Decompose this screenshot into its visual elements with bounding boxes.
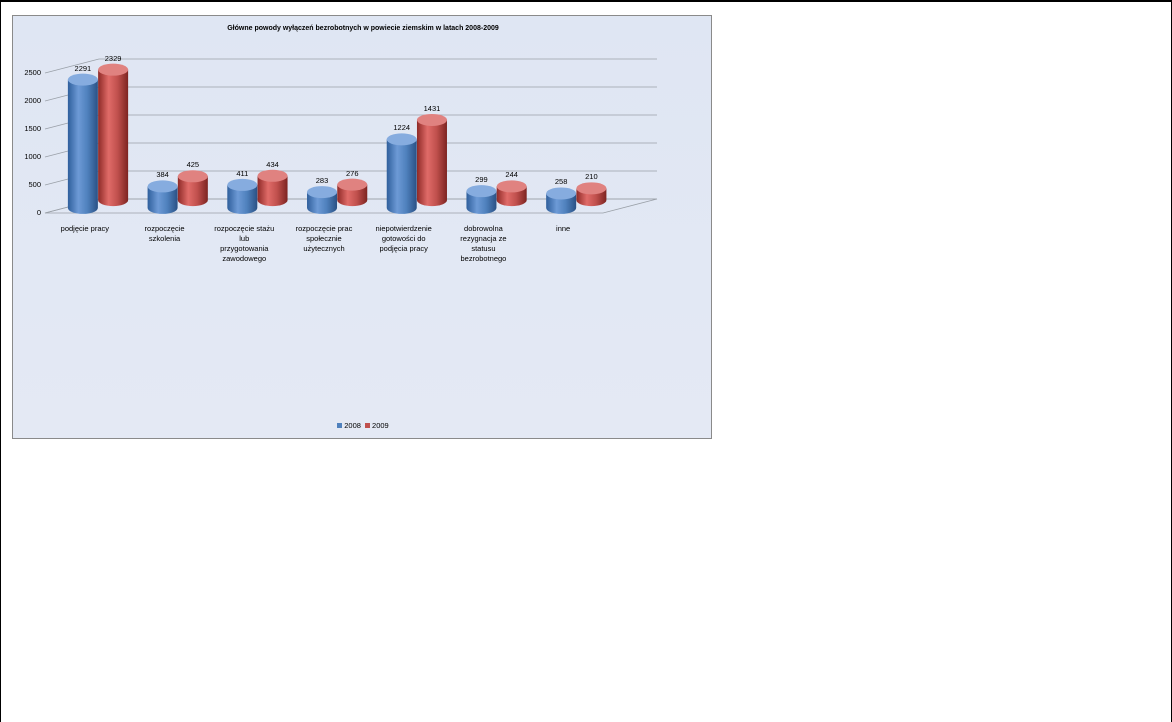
bar-2008 xyxy=(227,184,258,214)
data-label-2009: 210 xyxy=(585,172,598,182)
y-tick-label: 500 xyxy=(28,180,41,189)
data-label-2009: 2329 xyxy=(104,53,122,63)
bar-top-2009 xyxy=(416,113,447,126)
bar-2009 xyxy=(98,69,129,207)
y-tick-label: 0 xyxy=(36,208,41,217)
bar-2009 xyxy=(177,176,208,207)
bar-top-2008 xyxy=(67,73,98,86)
bar-2008 xyxy=(67,79,98,214)
legend-item-2009: 2009 xyxy=(365,421,389,430)
category-label: dobrowolna rezygnacja ze statusu bezrobo… xyxy=(460,224,507,263)
gridline xyxy=(44,86,657,102)
legend: 2008 2009 xyxy=(13,421,713,430)
bar-top-2008 xyxy=(466,185,497,198)
y-tick-label: 1500 xyxy=(24,124,41,133)
data-label-2009: 244 xyxy=(505,170,518,180)
bar-top-2009 xyxy=(576,182,607,195)
data-label-2008: 299 xyxy=(475,175,488,185)
legend-swatch-2009 xyxy=(365,423,371,428)
chart-title: Główne powody wyłączeń bezrobotnych w po… xyxy=(227,25,499,32)
bar-top-2008 xyxy=(546,187,577,200)
y-tick-label: 2000 xyxy=(24,96,41,105)
data-label-2008: 411 xyxy=(236,168,249,178)
data-label-2009: 276 xyxy=(345,168,359,178)
data-label-2008: 1224 xyxy=(393,123,411,133)
category-label: rozpoczęcie prac społecznie użytecznych xyxy=(295,224,353,253)
bar-top-2008 xyxy=(227,178,258,191)
data-label-2009: 425 xyxy=(186,160,200,170)
bar-2009 xyxy=(257,175,288,207)
bar-2008 xyxy=(466,191,497,214)
bar-2008 xyxy=(307,192,338,214)
category-label: inne xyxy=(556,224,571,233)
bar-top-2009 xyxy=(177,170,208,183)
gridline xyxy=(44,142,657,158)
bar-top-2008 xyxy=(147,180,178,193)
legend-label-2009: 2009 xyxy=(372,421,389,430)
data-label-2008: 258 xyxy=(554,177,568,187)
legend-label-2008: 2008 xyxy=(344,421,361,430)
bar-2009 xyxy=(337,184,368,207)
chart-plot xyxy=(44,58,658,214)
chart-area: Główne powody wyłączeń bezrobotnych w po… xyxy=(12,15,712,439)
bar-top-2009 xyxy=(98,63,129,76)
bar-top-2009 xyxy=(257,169,288,182)
gridline xyxy=(44,114,657,130)
category-label: rozpoczęcie szkolenia xyxy=(144,224,185,243)
bar-top-2009 xyxy=(496,180,527,193)
legend-swatch-2008 xyxy=(337,423,343,428)
data-label-2008: 283 xyxy=(315,176,329,186)
data-label-2008: 2291 xyxy=(74,63,92,73)
bar-2009 xyxy=(416,119,447,207)
data-label-2009: 434 xyxy=(266,159,279,169)
bar-top-2008 xyxy=(386,133,417,146)
bar-top-2008 xyxy=(307,186,338,199)
gridline xyxy=(44,58,657,74)
data-label-2009: 1431 xyxy=(423,103,441,113)
legend-item-2008: 2008 xyxy=(337,421,361,430)
category-label: rozpoczęcie stażu lub przygotowania zawo… xyxy=(214,224,275,263)
y-tick-label: 1000 xyxy=(24,152,41,161)
category-label: niepotwierdzenie gotowości do podjęcia p… xyxy=(375,224,432,253)
category-label: podjęcie pracy xyxy=(60,224,110,233)
y-tick-label: 2500 xyxy=(24,68,41,77)
bar-top-2009 xyxy=(337,178,368,191)
bar-2008 xyxy=(386,139,417,214)
data-label-2008: 384 xyxy=(156,170,169,180)
bar-2008 xyxy=(147,186,178,214)
